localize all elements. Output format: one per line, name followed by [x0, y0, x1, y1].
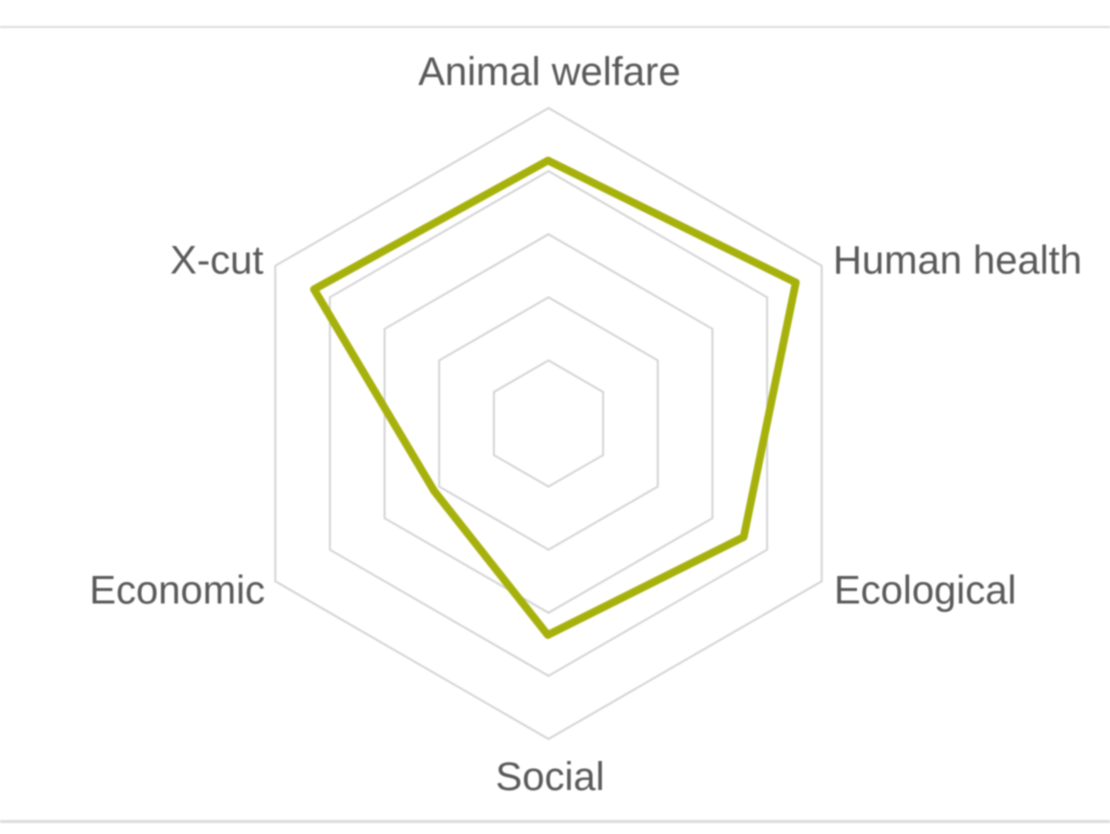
svg-text:Animal welfare: Animal welfare: [418, 50, 680, 94]
svg-text:Ecological: Ecological: [834, 568, 1016, 612]
svg-text:Human health: Human health: [833, 238, 1082, 282]
svg-text:Economic: Economic: [89, 568, 265, 612]
svg-text:X-cut: X-cut: [170, 238, 263, 282]
svg-text:Social: Social: [496, 755, 605, 799]
